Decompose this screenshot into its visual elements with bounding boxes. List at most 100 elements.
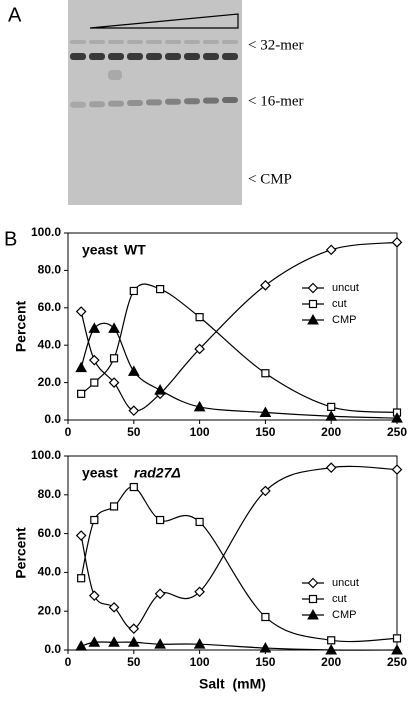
x-tick-label: 50: [127, 425, 141, 439]
gel-band: [203, 40, 219, 44]
marker: [325, 244, 337, 256]
marker: [128, 623, 140, 635]
y-tick-label: 20.0: [38, 603, 62, 617]
x-tick-label: 0: [65, 425, 72, 439]
gel-band: [222, 40, 238, 44]
gel-band: [222, 97, 238, 103]
legend-marker: [307, 577, 319, 589]
chart-subtitle: WT: [124, 242, 146, 258]
y-axis-label: Percent: [13, 527, 29, 579]
gel-band: [165, 40, 181, 44]
y-tick-label: 80.0: [38, 263, 62, 277]
marker: [391, 464, 403, 475]
marker: [327, 402, 336, 412]
marker: [108, 322, 120, 333]
marker: [325, 410, 338, 421]
marker: [75, 530, 87, 541]
marker: [108, 636, 120, 647]
y-tick-label: 60.0: [38, 526, 62, 540]
marker: [108, 377, 120, 388]
gel-band: [203, 53, 219, 60]
gel-band: [108, 40, 124, 44]
legend-label: cut: [332, 298, 347, 310]
marker: [88, 590, 100, 602]
marker: [194, 343, 205, 355]
marker: [193, 400, 206, 412]
gel-image: [68, 0, 242, 205]
series-line: [80, 322, 398, 419]
gel-band: [146, 99, 162, 106]
marker: [154, 638, 166, 649]
gel-band: [203, 97, 219, 104]
y-tick-label: 0.0: [44, 412, 61, 426]
gel-band: [127, 100, 143, 106]
marker: [90, 378, 99, 387]
y-tick-label: 100.0: [31, 448, 61, 462]
panel-label: A: [8, 4, 22, 26]
marker: [260, 485, 271, 497]
marker: [325, 462, 337, 473]
gel-band: [146, 53, 162, 60]
gel-band: [184, 98, 200, 105]
marker: [77, 389, 86, 398]
y-tick-label: 60.0: [38, 300, 62, 314]
marker: [77, 574, 86, 583]
x-tick-label: 0: [65, 655, 72, 669]
gel-band: [89, 53, 105, 60]
marker: [327, 636, 336, 645]
series-line: [80, 241, 398, 412]
gel-band: [89, 40, 105, 44]
legend-label: uncut: [332, 282, 359, 294]
x-tick-label: 150: [255, 425, 275, 439]
marker: [193, 638, 206, 649]
legend-marker: [308, 594, 318, 604]
marker: [260, 280, 271, 291]
marker: [261, 612, 270, 622]
gel-band: [146, 40, 162, 44]
marker: [195, 313, 204, 322]
x-tick-label: 150: [255, 655, 275, 669]
y-tick-label: 40.0: [38, 337, 62, 351]
band-label: < 32-mer: [248, 37, 304, 53]
marker: [195, 517, 204, 527]
gel-band: [108, 100, 124, 107]
chart-title: yeast: [82, 242, 118, 258]
y-tick-label: 20.0: [38, 375, 62, 389]
x-tick-label: 250: [387, 425, 407, 439]
gel-band: [70, 53, 86, 60]
legend-label: uncut: [332, 577, 359, 589]
plot-frame: [67, 232, 398, 421]
gel-band: [108, 53, 124, 60]
legend-label: CMP: [332, 609, 356, 621]
gel-band: [70, 101, 86, 108]
marker: [391, 237, 403, 248]
x-tick-label: 200: [321, 425, 341, 439]
marker: [325, 643, 338, 655]
plot-frame: [67, 455, 398, 651]
gel-band: [222, 53, 238, 60]
gel-band: [127, 53, 143, 60]
marker: [392, 634, 402, 643]
marker: [129, 482, 138, 492]
marker: [154, 384, 166, 395]
marker: [156, 285, 165, 294]
gel-band: [165, 98, 181, 105]
legend-marker: [307, 282, 319, 294]
y-tick-label: 40.0: [38, 565, 62, 579]
marker: [90, 515, 99, 525]
marker: [109, 502, 119, 511]
marker: [259, 642, 272, 653]
marker: [129, 286, 138, 296]
marker: [194, 586, 205, 598]
legend-label: CMP: [332, 314, 356, 326]
y-axis-label: Percent: [13, 300, 29, 352]
marker: [75, 640, 88, 651]
x-axis-label: Salt (mM): [199, 676, 266, 692]
marker: [88, 354, 100, 366]
chart-title: yeast: [82, 465, 118, 481]
marker: [128, 405, 140, 416]
marker: [88, 636, 101, 647]
chart-subtitle: rad27Δ: [134, 465, 181, 481]
x-tick-label: 50: [127, 655, 141, 669]
